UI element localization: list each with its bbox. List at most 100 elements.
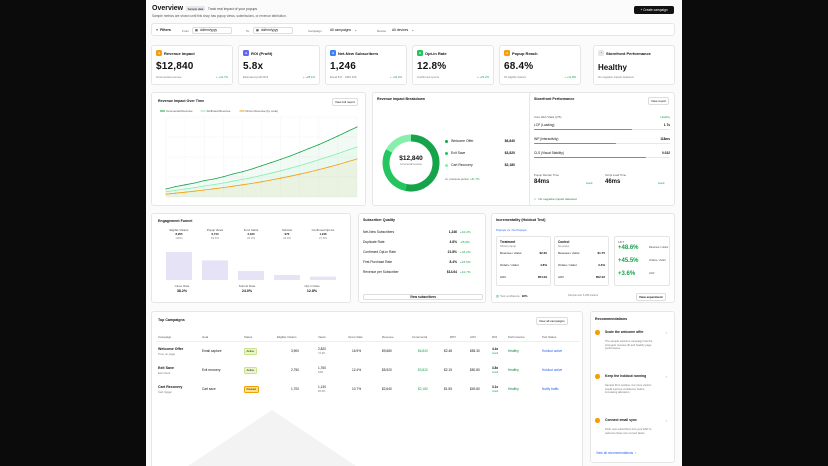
from-date-input[interactable]: ▦ dd/mm/yyyy bbox=[192, 26, 232, 34]
storefront-status: Healthy bbox=[598, 63, 627, 72]
breakdown-item-label: Welcome Offer bbox=[451, 139, 474, 143]
optin-rate: 10.7% bbox=[352, 387, 362, 391]
view-subscribers-button[interactable]: View subscribers bbox=[363, 294, 483, 300]
chevron-right-icon[interactable]: › bbox=[665, 418, 667, 423]
decorative-backdrop bbox=[188, 410, 356, 466]
view-all-campaigns-button[interactable]: View all campaigns bbox=[536, 317, 568, 325]
status-badge: Active bbox=[244, 348, 257, 355]
campaign-name[interactable]: Welcome Offer bbox=[158, 347, 184, 351]
test-status[interactable]: Notify traffic bbox=[542, 387, 559, 391]
funnel-bar bbox=[238, 271, 264, 280]
revenue: $9,680 bbox=[382, 349, 392, 353]
create-campaign-button[interactable]: + Create campaign bbox=[634, 6, 674, 14]
kpi-title-text: Net-New Subscribers bbox=[338, 50, 379, 56]
sample-size: Sample size 6,350 visitors bbox=[568, 294, 599, 297]
kpi-title-text: Popup Reach bbox=[512, 50, 538, 56]
treatment-row-value: $54.09 bbox=[537, 275, 547, 279]
storefront-footer-text: No negative impact detected bbox=[538, 197, 577, 201]
incrementality-subtitle: Popups vs. No Popups bbox=[496, 228, 527, 232]
view-all-recommendations-text: View all recommendations bbox=[596, 451, 634, 455]
treatment-row-label: Orders / visitor bbox=[500, 263, 519, 267]
kpi-icon: ● bbox=[156, 50, 162, 56]
funnel-stage-value: 8,955 bbox=[175, 232, 183, 236]
quality-value: $14.64 bbox=[446, 270, 457, 274]
table-row[interactable]: Cart Recovery Cart trigger Cart save Paused… bbox=[152, 385, 584, 401]
arrow-right-icon: › bbox=[635, 451, 637, 455]
data-point bbox=[165, 193, 167, 195]
filters-toggle[interactable]: ≡ Filters bbox=[156, 28, 171, 32]
test-status[interactable]: Holdout active bbox=[542, 368, 563, 372]
recommendation-item[interactable]: Scale the welcome offer The sample welcom… bbox=[595, 330, 667, 370]
table-header[interactable]: Incremental bbox=[412, 335, 428, 339]
funnel-stage-label: Popup Views bbox=[206, 228, 224, 232]
table-header[interactable]: Campaign bbox=[158, 335, 172, 339]
table-header[interactable]: Eligible Visitors bbox=[277, 335, 297, 339]
chart-icon: ▥ bbox=[496, 294, 499, 298]
table-row[interactable]: Welcome Offer Time on page Email capture Ac… bbox=[152, 347, 584, 363]
table-header[interactable]: Status bbox=[244, 335, 253, 339]
kpi-delta: + +11.8% bbox=[564, 75, 576, 79]
table-header[interactable]: Test Status bbox=[542, 335, 557, 339]
lift-value: +3.6% bbox=[618, 271, 636, 277]
incremental: $3,820 bbox=[418, 368, 428, 372]
table-header[interactable]: Revenue bbox=[382, 335, 394, 339]
aov: $50.80 bbox=[470, 368, 480, 372]
control-row-label: Revenue / visitor bbox=[558, 251, 580, 255]
campaign-name[interactable]: Cart Recovery bbox=[158, 385, 183, 389]
roi: 3.8x bbox=[492, 366, 499, 370]
recommendation-title: Connect email sync bbox=[605, 418, 637, 422]
campaign-name[interactable]: Exit Save bbox=[158, 366, 174, 370]
campaign-trigger: Exit intent bbox=[158, 371, 171, 375]
metric-value: 0.032 bbox=[662, 151, 670, 155]
device-select[interactable]: All devices ⌄ bbox=[392, 28, 414, 32]
table-header[interactable]: Views bbox=[318, 335, 326, 339]
kpi-delta: + +23.2% bbox=[477, 75, 489, 79]
control-row-value: $52.22 bbox=[595, 275, 605, 279]
data-point bbox=[194, 190, 196, 192]
table-header[interactable]: RPV bbox=[450, 335, 456, 339]
overview-page: Overview Sample data Track real impact o… bbox=[146, 0, 682, 466]
control-row-value: $1.75 bbox=[597, 251, 605, 255]
campaigns-title: Top Campaigns bbox=[158, 318, 185, 322]
recommendation-item[interactable]: Connect email sync Push new subscribers i… bbox=[595, 418, 667, 458]
funnel-rate-value: 12.8% bbox=[306, 289, 318, 293]
view-experiment-button[interactable]: View experiment bbox=[636, 293, 666, 301]
storefront-footer: ✓ No negative impact detected bbox=[534, 197, 577, 201]
breakdown-item-value: $6,840 bbox=[504, 139, 515, 143]
data-point bbox=[346, 161, 348, 163]
campaign-select[interactable]: All campaigns ⌄ bbox=[330, 28, 357, 32]
campaign-value: All campaigns bbox=[330, 27, 352, 32]
incrementality-title: Incrementality (Holdout Test) bbox=[496, 218, 546, 222]
kpi-value: 12.8% bbox=[417, 61, 447, 72]
table-header[interactable]: ROI bbox=[492, 335, 498, 339]
funnel-rate-value: 24.0% bbox=[241, 289, 253, 293]
script-load-status: Good bbox=[658, 182, 665, 185]
view-all-recommendations-link[interactable]: View all recommendations › bbox=[596, 451, 636, 455]
test-status[interactable]: Holdout active bbox=[542, 349, 563, 353]
metric-label: INP (Interactivity) bbox=[534, 137, 559, 141]
to-date-input[interactable]: ▦ dd/mm/yyyy bbox=[253, 26, 293, 34]
funnel-card: Engagement Funnel Eligible Visitors 8,955… bbox=[151, 213, 351, 303]
view-full-report-button[interactable]: View full report bbox=[332, 98, 358, 106]
table-header[interactable]: Performance bbox=[508, 335, 525, 339]
table-row[interactable]: Exit Save Exit intent Exit recovery Active 2… bbox=[152, 366, 584, 382]
views-pct: 72.3% bbox=[318, 352, 326, 355]
table-header[interactable]: AOV bbox=[470, 335, 477, 339]
chevron-right-icon[interactable]: › bbox=[665, 374, 667, 379]
storefront-perf-card: Storefront Performance View report Core … bbox=[529, 92, 675, 206]
table-header[interactable]: Opt-in Rate bbox=[348, 335, 363, 339]
view-report-button[interactable]: View report bbox=[648, 97, 670, 105]
legend-dot-icon bbox=[445, 163, 448, 167]
confidence-label: Test confidence: bbox=[500, 294, 521, 298]
metric-label: CLS (Visual Stability) bbox=[534, 151, 564, 155]
quality-value: 21.8% bbox=[447, 250, 457, 254]
lift-label: Revenue / visitor bbox=[649, 246, 669, 249]
funnel-stage-pct: 44.9% bbox=[283, 236, 291, 240]
data-point bbox=[203, 180, 205, 182]
table-header[interactable]: Goal bbox=[202, 335, 209, 339]
recommendation-item[interactable]: Keep the holdout running Sample lift is p… bbox=[595, 374, 667, 414]
kpi-sub: Email 817 · SMS 429 bbox=[330, 75, 357, 79]
chevron-right-icon[interactable]: › bbox=[665, 330, 667, 335]
data-point bbox=[280, 170, 282, 172]
kpi-delta: + +42.2% bbox=[390, 75, 402, 79]
